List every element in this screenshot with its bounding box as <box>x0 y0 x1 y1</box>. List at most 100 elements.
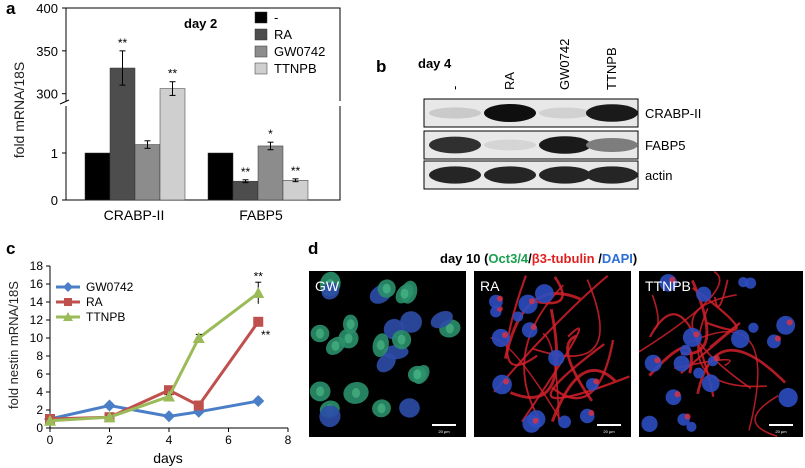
nucleus <box>518 294 538 314</box>
tubulin-spot <box>503 378 510 385</box>
nucleus <box>430 310 453 329</box>
nucleus <box>492 374 512 395</box>
legend-swatch <box>254 62 268 75</box>
title-segment: β3-tubulin <box>532 251 598 266</box>
data-point <box>252 395 265 407</box>
micrograph-TTNPB: TTNPB 20 µm <box>639 271 803 437</box>
legend-label: GW0742 <box>86 280 134 294</box>
nucleus-highlight <box>397 334 406 345</box>
panel-d-title: day 10 (Oct3/4/β3-tubulin /DAPI) <box>440 251 637 266</box>
x-tick-label: 8 <box>285 433 292 447</box>
data-point <box>103 399 116 412</box>
tubulin-spot <box>786 319 793 326</box>
nucleus <box>682 327 702 347</box>
nucleus-highlight <box>315 328 324 339</box>
y-tick-label: 12 <box>30 313 44 327</box>
neurite <box>648 313 715 397</box>
bar-RA-FABP5 <box>232 180 259 201</box>
cells <box>639 271 798 437</box>
nucleus-highlight <box>316 386 325 397</box>
data-point <box>163 390 175 402</box>
data-point <box>193 400 204 411</box>
blot-band <box>586 138 638 152</box>
lane-label: GW0742 <box>557 39 572 90</box>
significance-label: ** <box>261 328 271 342</box>
nucleus <box>558 415 571 429</box>
nucleus <box>548 349 565 367</box>
tubulin-spot <box>532 417 539 424</box>
y-tick-label: 18 <box>30 259 44 273</box>
axis-break-mark <box>59 99 70 105</box>
nucleus <box>744 277 757 289</box>
y-tick-label: 0 <box>51 193 58 208</box>
bar-TTNPB-CRABP-II <box>159 88 186 201</box>
lane-label: RA <box>502 72 517 90</box>
nucleus-highlight <box>377 403 386 414</box>
panel-letter-c: c <box>6 239 15 258</box>
significance-label: * <box>268 127 273 141</box>
series-line-GW0742 <box>49 399 259 421</box>
nucleus <box>522 414 541 433</box>
neurite <box>506 275 538 367</box>
nucleus <box>535 284 554 304</box>
legend-marker <box>64 298 72 306</box>
scale-bar-label: 20 µm <box>603 429 615 434</box>
neurite <box>509 308 559 399</box>
blot-band <box>586 104 638 122</box>
data-point <box>44 414 56 426</box>
nucleus <box>696 286 712 302</box>
nucleus <box>673 355 690 372</box>
legend-label: TTNPB <box>274 61 317 76</box>
blot-band <box>539 136 591 154</box>
y-tick-label: 14 <box>30 295 44 309</box>
neurite <box>550 369 617 422</box>
y-tick-label: 1 <box>51 146 58 161</box>
nucleus-highlight <box>352 387 361 398</box>
micrograph-GW: GW 20 µm <box>309 271 466 437</box>
legend-swatch <box>254 11 268 24</box>
nucleus-highlight <box>413 369 422 380</box>
bar-TTNPB-FABP5 <box>282 180 309 201</box>
blot-row-label: CRABP-II <box>645 106 701 121</box>
nucleus <box>776 315 796 335</box>
tubulin-spot <box>501 331 508 338</box>
x-tick-label: 6 <box>225 433 232 447</box>
data-point <box>163 410 175 423</box>
panel-b-annotation: day 4 <box>418 56 452 71</box>
y-tick-label: 4 <box>36 385 43 399</box>
title-segment: ) <box>633 251 637 266</box>
panel-d: d day 10 (Oct3/4/β3-tubulin /DAPI) GW20 … <box>308 239 803 437</box>
nucleus <box>321 282 340 300</box>
data-point <box>103 411 116 423</box>
panel-a-legend: - RA GW0742 TTNPB <box>254 10 325 76</box>
blot-band <box>484 104 536 122</box>
micrograph-label: TTNPB <box>645 278 691 294</box>
neurite <box>688 331 759 431</box>
nucleus <box>693 367 705 379</box>
neurite <box>691 293 752 390</box>
y-tick-label: 300 <box>36 87 58 102</box>
nucleus <box>319 405 341 428</box>
scale-bar-label: 20 µm <box>775 429 787 434</box>
legend-label: TTNPB <box>86 310 125 324</box>
lane-label: - <box>447 86 462 90</box>
cells <box>309 271 461 428</box>
tubulin-spot <box>496 295 503 302</box>
panel-c-ylabel: fold nestin mRNA/18S <box>6 281 21 409</box>
nucleus <box>512 311 524 322</box>
nucleus <box>491 328 511 348</box>
blot-rows: CRABP-II FABP5 actin <box>423 98 701 190</box>
neurite <box>754 395 779 437</box>
x-tick-label: 2 <box>106 433 113 447</box>
bar-GW0742-CRABP-II <box>134 144 161 201</box>
nucleus <box>400 311 422 333</box>
significance-label: ** <box>241 165 251 179</box>
legend-label: RA <box>86 295 103 309</box>
x-tick-label: 4 <box>166 433 173 447</box>
neurite <box>696 348 787 395</box>
significance-label: ** <box>254 269 264 283</box>
y-tick-label: 6 <box>36 367 43 381</box>
data-point <box>164 385 174 396</box>
nucleus <box>686 421 697 432</box>
